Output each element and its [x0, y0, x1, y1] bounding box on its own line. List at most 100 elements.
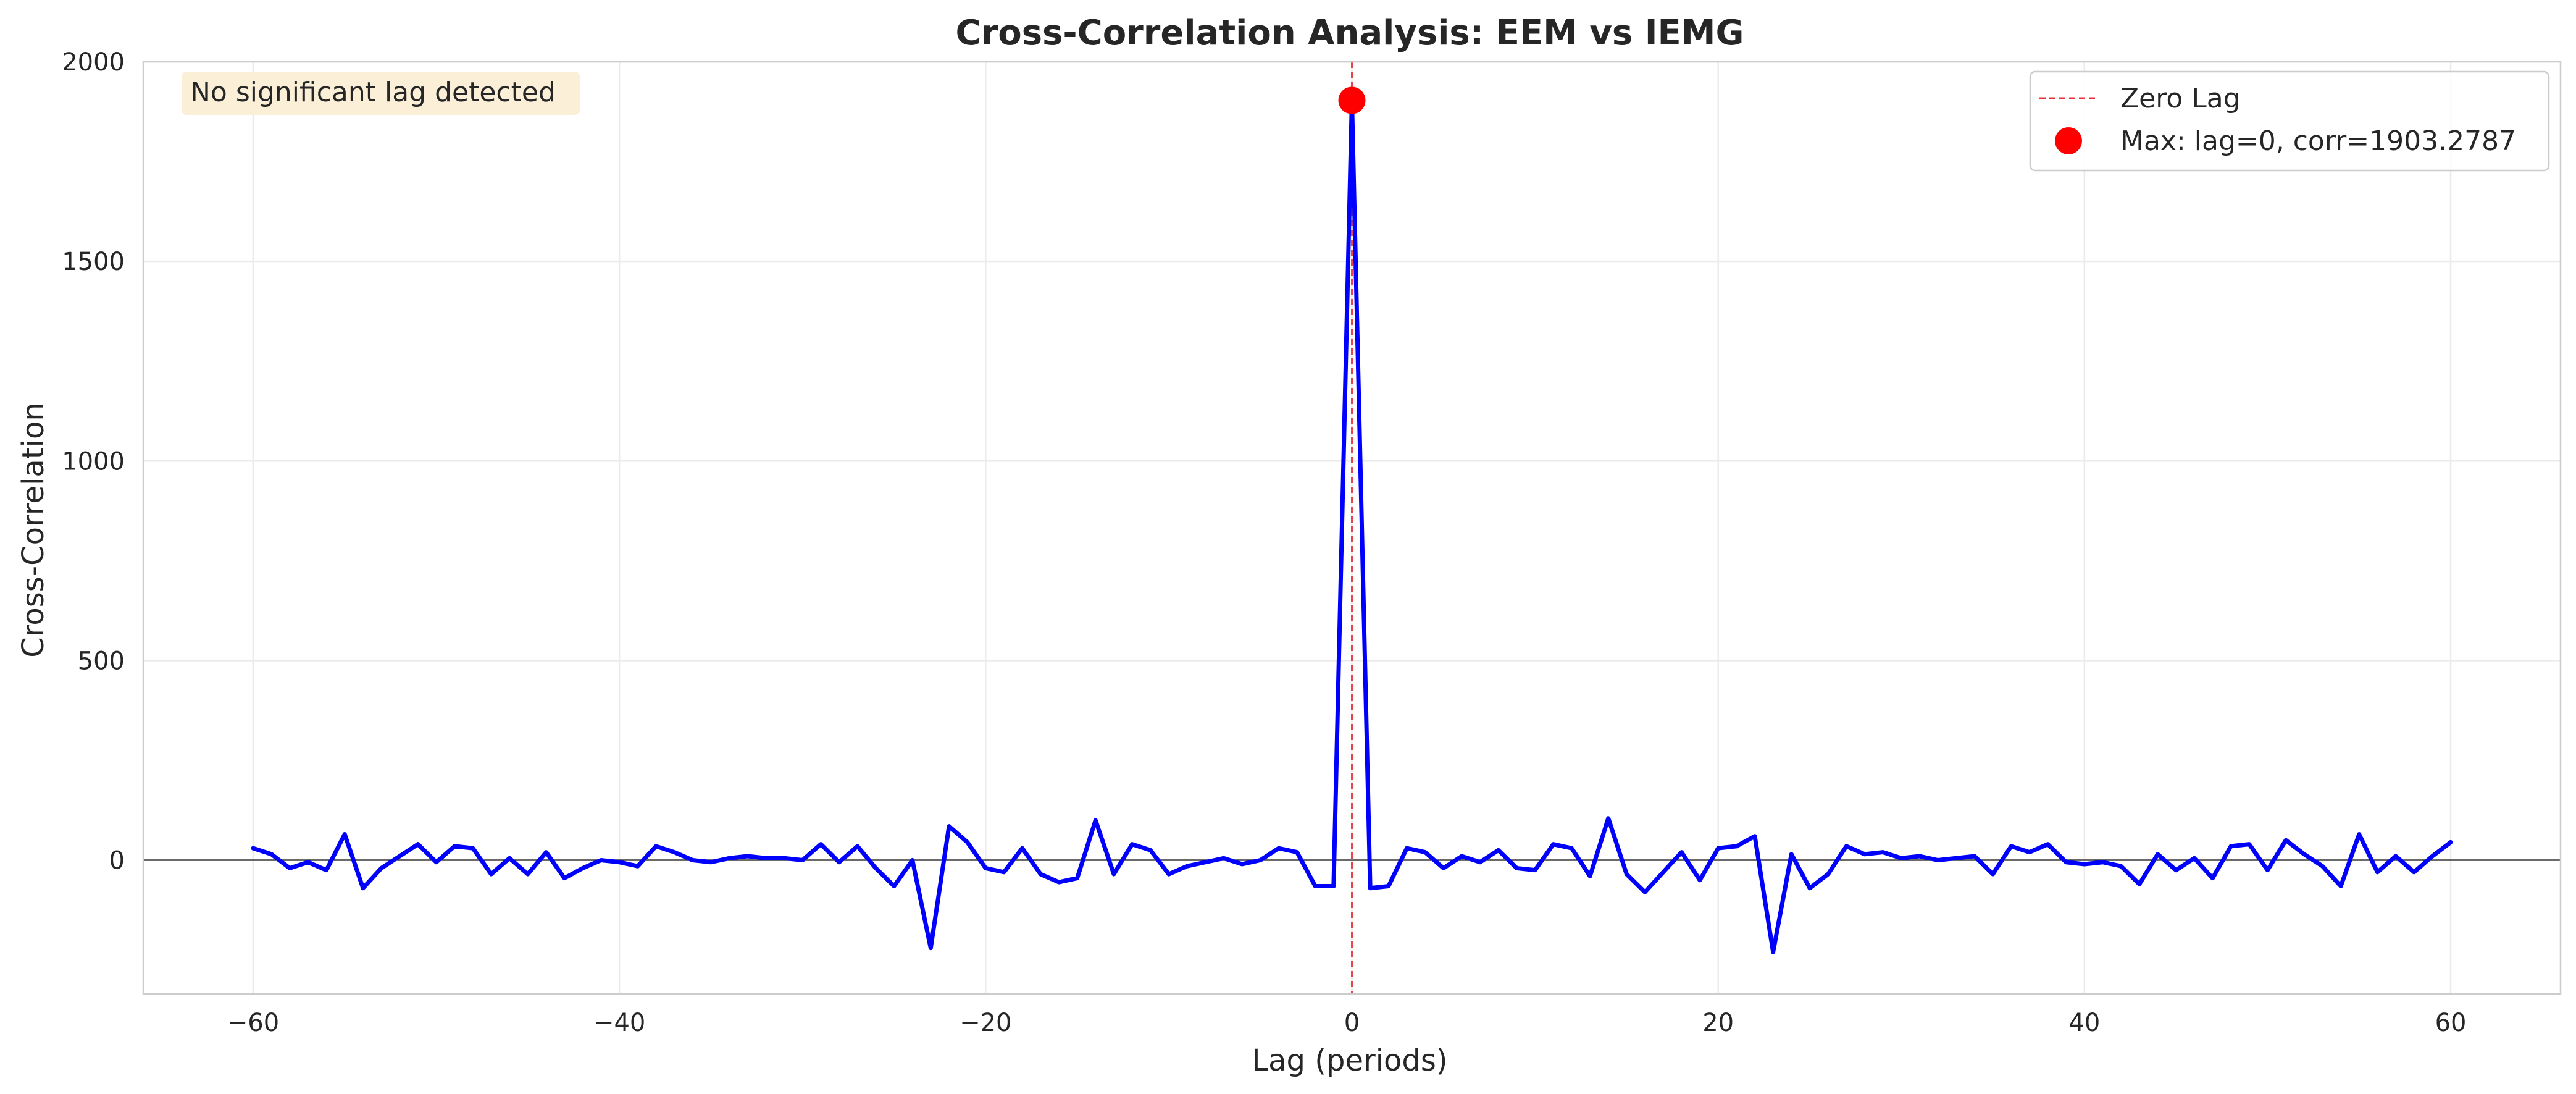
data-point — [1112, 872, 1116, 876]
data-point — [270, 852, 274, 856]
data-point — [746, 854, 750, 858]
data-point — [2119, 864, 2123, 868]
data-point — [1258, 859, 1262, 862]
data-point — [2028, 851, 2031, 854]
legend-max-marker — [2055, 127, 2082, 154]
data-point — [1497, 848, 1500, 852]
annotation-box — [182, 72, 580, 115]
data-point — [1277, 846, 1281, 850]
zero-axis-layer — [143, 62, 2561, 994]
data-point — [398, 854, 401, 858]
data-point — [562, 877, 566, 880]
data-point — [2430, 854, 2434, 858]
data-point — [1295, 851, 1299, 854]
data-point — [1222, 856, 1226, 860]
data-point — [361, 886, 365, 890]
data-point — [1662, 870, 1665, 874]
data-point — [911, 859, 914, 862]
data-point — [1332, 885, 1336, 888]
data-point — [892, 885, 896, 888]
data-point — [636, 864, 640, 868]
x-tick-label: 40 — [2068, 1009, 2100, 1037]
data-point — [1203, 860, 1207, 864]
data-point — [1478, 860, 1482, 864]
data-point — [672, 851, 676, 854]
data-point — [2083, 862, 2086, 866]
data-point — [1918, 854, 1922, 858]
data-point — [1991, 872, 1995, 876]
data-point — [508, 856, 511, 860]
data-point — [874, 866, 877, 870]
data-point — [1844, 844, 1848, 848]
data-point — [2302, 852, 2306, 856]
x-tick-label: 20 — [1702, 1009, 1734, 1037]
data-point — [2046, 843, 2050, 846]
chart-title: Cross-Correlation Analysis: EEM vs IEMG — [956, 13, 1744, 53]
data-point — [526, 872, 530, 876]
x-axis-label: Lag (periods) — [1252, 1043, 1447, 1078]
data-point — [1899, 856, 1903, 860]
data-point — [1863, 852, 1867, 856]
data-point — [288, 866, 291, 870]
legend-max-label: Max: lag=0, corr=1903.2787 — [2120, 125, 2516, 157]
data-point — [1717, 846, 1720, 850]
data-point — [2193, 856, 2196, 860]
data-point — [2375, 870, 2379, 874]
data-point — [1167, 872, 1171, 876]
data-point — [1588, 874, 1592, 878]
series-layer — [251, 86, 2453, 954]
data-point — [2394, 854, 2398, 858]
data-point — [2064, 860, 2068, 864]
data-point — [2339, 885, 2343, 888]
data-point — [1789, 852, 1793, 856]
data-point — [2357, 832, 2361, 836]
data-point — [617, 860, 621, 864]
x-tick-label: 60 — [2435, 1009, 2467, 1037]
data-point — [1405, 846, 1408, 850]
data-point — [1094, 818, 1097, 822]
data-point — [325, 869, 328, 872]
data-point — [1368, 886, 1372, 890]
data-point — [1057, 880, 1061, 884]
y-axis-label: Cross-Correlation — [16, 402, 51, 658]
x-tick-label: −60 — [227, 1009, 279, 1037]
data-point — [1533, 869, 1537, 872]
data-point — [1131, 843, 1134, 846]
data-point — [1753, 835, 1757, 838]
data-point — [1698, 878, 1702, 882]
data-point — [2449, 840, 2453, 844]
data-point — [856, 844, 859, 848]
data-point — [416, 843, 420, 846]
data-point — [2101, 860, 2105, 864]
lag-annotation: No significant lag detected — [182, 72, 580, 115]
data-point — [1460, 854, 1463, 858]
data-point — [1936, 859, 1940, 862]
data-point — [837, 860, 841, 864]
data-point — [1808, 886, 1812, 890]
y-tick-label: 1500 — [62, 248, 125, 276]
data-point — [2156, 852, 2160, 856]
data-point — [709, 860, 713, 864]
data-point — [2210, 877, 2214, 880]
annotation-text: No significant lag detected — [190, 77, 556, 108]
data-point — [1442, 866, 1445, 870]
x-tick-label: −20 — [960, 1009, 1011, 1037]
data-point — [1973, 854, 1976, 858]
y-tick-label: 0 — [109, 847, 125, 875]
legend-box — [2029, 70, 2550, 172]
data-point — [1423, 851, 1427, 854]
legend: Zero Lag Max: lag=0, corr=1903.2787 — [2029, 70, 2550, 172]
data-point — [1021, 846, 1024, 850]
data-point — [2138, 882, 2141, 886]
legend-zero-lag-label: Zero Lag — [2120, 83, 2241, 114]
data-point — [490, 872, 493, 876]
data-point — [1387, 885, 1390, 888]
data-point — [1679, 851, 1683, 854]
data-point — [581, 866, 585, 870]
y-tick-label: 2000 — [62, 48, 125, 77]
data-point — [453, 844, 456, 848]
data-point — [1570, 846, 1573, 850]
data-point — [1076, 877, 1079, 880]
